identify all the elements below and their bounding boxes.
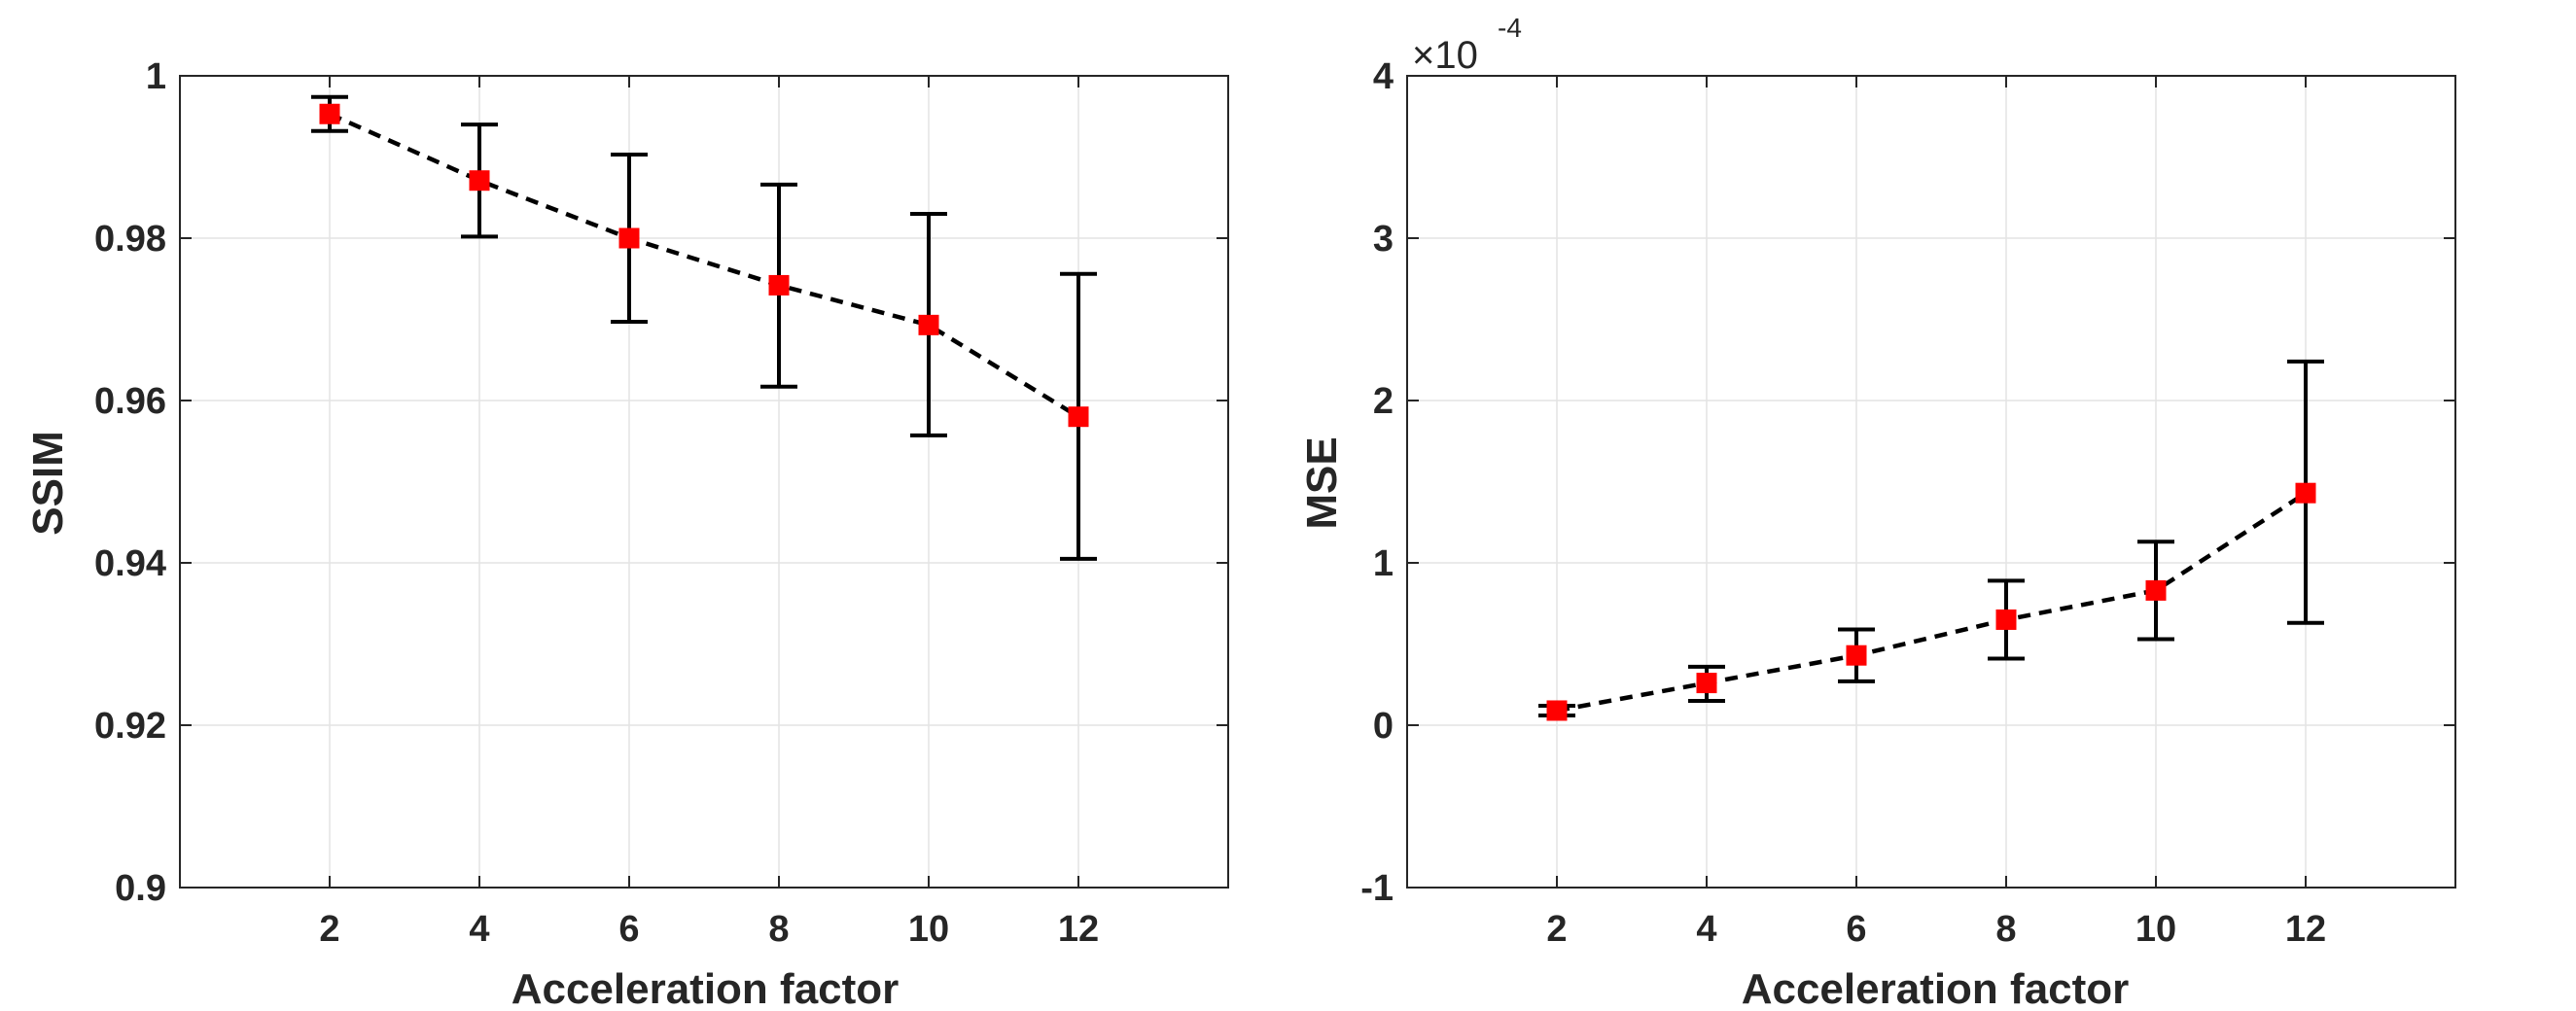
ssim-x-tick-label: 4 — [469, 909, 489, 950]
mse-data-point — [2145, 579, 2167, 601]
ssim-x-tick-label: 6 — [618, 909, 639, 950]
ssim-series-line — [329, 112, 1080, 419]
mse-y-tick-label: 4 — [1373, 56, 1394, 97]
mse-data-point — [1546, 700, 1568, 721]
mse-axes-box — [1406, 75, 2456, 889]
ssim-data-point — [469, 170, 490, 192]
ssim-panel: 0.9 0.92 0.94 0.96 0.98 1 2 4 6 8 10 12 Accelerati… — [24, 56, 1229, 1011]
ssim-y-tick-label: 0.96 — [94, 381, 166, 422]
mse-y-tick-label: 2 — [1373, 381, 1394, 422]
ssim-x-ticks: 2 4 6 8 10 12 — [319, 76, 1099, 950]
ssim-y-tick-label: 0.92 — [94, 706, 166, 747]
ssim-data-point — [768, 274, 790, 296]
mse-x-tick-label: 6 — [1846, 909, 1866, 950]
ssim-plot-area — [180, 76, 1228, 888]
mse-plot-area — [1407, 76, 2455, 888]
mse-x-ticks: 2 4 6 8 10 12 — [1546, 76, 2326, 950]
ssim-data-point — [618, 227, 640, 249]
ssim-data-point — [918, 314, 939, 335]
mse-y-tick-label: 0 — [1373, 706, 1394, 747]
mse-data-point — [2295, 482, 2316, 504]
mse-x-tick-label: 8 — [1995, 909, 2016, 950]
mse-x-tick-label: 12 — [2285, 909, 2326, 950]
mse-data-point — [1696, 673, 1717, 694]
mse-data-point — [1846, 645, 1867, 666]
ssim-data-point — [319, 103, 340, 124]
mse-exponent-base: ×10 — [1412, 34, 1478, 77]
mse-series — [1538, 359, 2324, 721]
mse-x-tick-label: 4 — [1696, 909, 1716, 950]
mse-y-tick-label: 3 — [1373, 219, 1394, 260]
mse-exponent-power: -4 — [1498, 13, 1522, 43]
ssim-axes-box — [179, 75, 1229, 889]
mse-y-tick-label: -1 — [1360, 868, 1394, 909]
ssim-y-tick-label: 0.98 — [94, 219, 166, 260]
ssim-x-tick-label: 10 — [908, 909, 949, 950]
ssim-y-tick-label: 0.9 — [115, 868, 166, 909]
ssim-series — [311, 94, 1097, 561]
ssim-y-tick-label: 1 — [146, 56, 166, 97]
ssim-x-tick-label: 2 — [319, 909, 339, 950]
mse-y-axis-label: MSE — [1298, 436, 1346, 529]
ssim-y-tick-label: 0.94 — [94, 543, 166, 584]
ssim-x-axis-label: Acceleration factor — [512, 965, 900, 1011]
mse-x-tick-label: 2 — [1546, 909, 1567, 950]
mse-y-ticks: -1 0 1 2 3 4 — [1360, 56, 2455, 909]
ssim-x-tick-label: 8 — [768, 909, 789, 950]
ssim-data-point — [1068, 406, 1089, 428]
mse-data-point — [1995, 609, 2017, 630]
mse-x-tick-label: 10 — [2135, 909, 2176, 950]
ssim-x-tick-label: 12 — [1058, 909, 1099, 950]
mse-y-tick-label: 1 — [1373, 543, 1394, 584]
mse-x-axis-label: Acceleration factor — [1742, 965, 2130, 1011]
ssim-y-axis-label: SSIM — [24, 431, 72, 536]
